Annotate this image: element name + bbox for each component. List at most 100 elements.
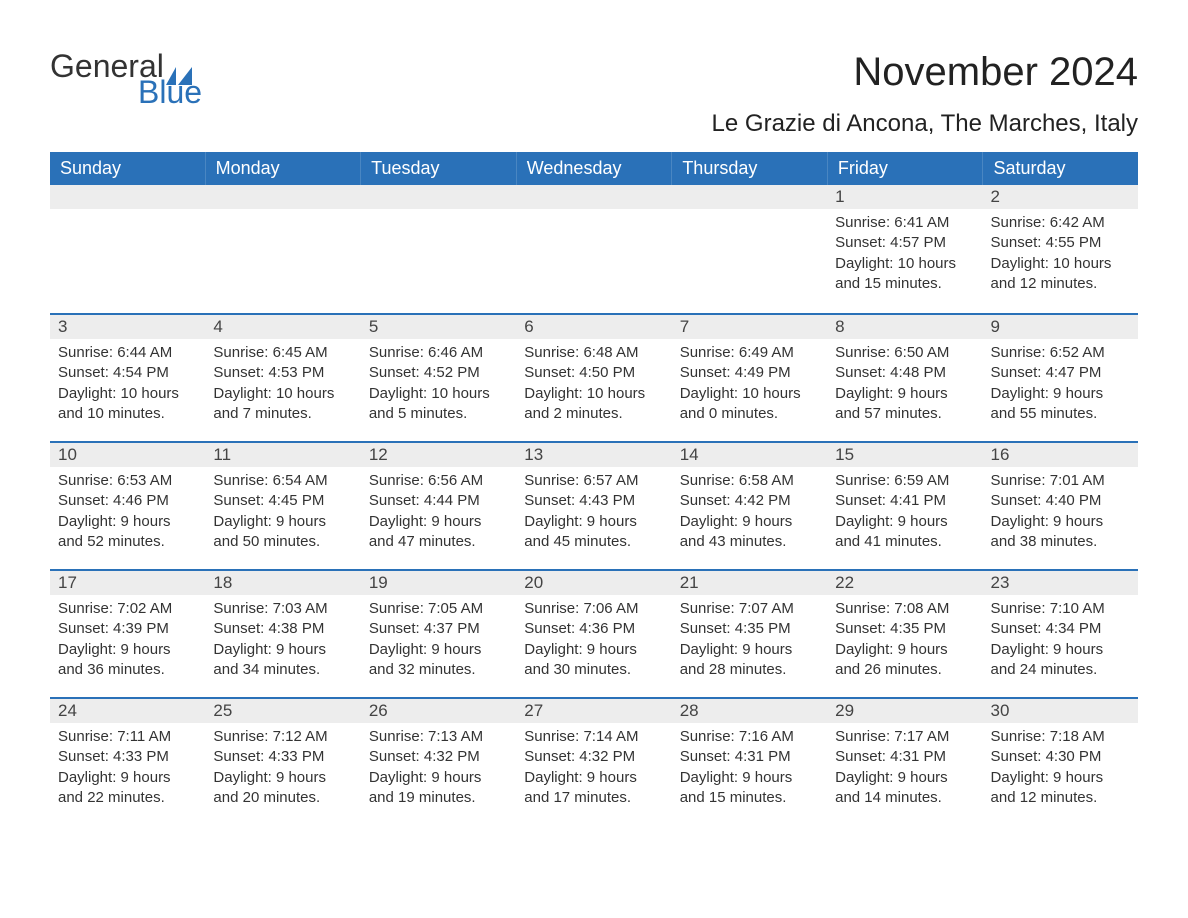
day-cell: 3Sunrise: 6:44 AMSunset: 4:54 PMDaylight…: [50, 315, 205, 441]
day-cell: 29Sunrise: 7:17 AMSunset: 4:31 PMDayligh…: [827, 699, 982, 825]
day-number: 18: [205, 571, 360, 595]
day-number: 21: [672, 571, 827, 595]
daylight-line-2: and 12 minutes.: [991, 274, 1130, 294]
sunrise-line: Sunrise: 7:08 AM: [835, 599, 974, 619]
sunset-line: Sunset: 4:32 PM: [524, 747, 663, 767]
sunrise-line: Sunrise: 6:41 AM: [835, 213, 974, 233]
day-number: 27: [516, 699, 671, 723]
sunrise-line: Sunrise: 7:10 AM: [991, 599, 1130, 619]
sunrise-line: Sunrise: 7:11 AM: [58, 727, 197, 747]
day-body: Sunrise: 7:14 AMSunset: 4:32 PMDaylight:…: [516, 723, 671, 814]
day-cell: 22Sunrise: 7:08 AMSunset: 4:35 PMDayligh…: [827, 571, 982, 697]
daylight-line-2: and 32 minutes.: [369, 660, 508, 680]
day-body: Sunrise: 7:11 AMSunset: 4:33 PMDaylight:…: [50, 723, 205, 814]
daylight-line-1: Daylight: 9 hours: [524, 640, 663, 660]
day-body: Sunrise: 6:44 AMSunset: 4:54 PMDaylight:…: [50, 339, 205, 430]
daylight-line-2: and 30 minutes.: [524, 660, 663, 680]
sunset-line: Sunset: 4:49 PM: [680, 363, 819, 383]
day-body: Sunrise: 7:01 AMSunset: 4:40 PMDaylight:…: [983, 467, 1138, 558]
sunset-line: Sunset: 4:41 PM: [835, 491, 974, 511]
day-number: 3: [50, 315, 205, 339]
sunrise-line: Sunrise: 6:44 AM: [58, 343, 197, 363]
day-body: Sunrise: 6:53 AMSunset: 4:46 PMDaylight:…: [50, 467, 205, 558]
sunset-line: Sunset: 4:43 PM: [524, 491, 663, 511]
weekday-header-row: Sunday Monday Tuesday Wednesday Thursday…: [50, 152, 1138, 185]
month-title: November 2024: [712, 50, 1138, 94]
day-number: 5: [361, 315, 516, 339]
day-cell: 21Sunrise: 7:07 AMSunset: 4:35 PMDayligh…: [672, 571, 827, 697]
daylight-line-1: Daylight: 10 hours: [58, 384, 197, 404]
day-body: Sunrise: 6:58 AMSunset: 4:42 PMDaylight:…: [672, 467, 827, 558]
sunset-line: Sunset: 4:37 PM: [369, 619, 508, 639]
sunset-line: Sunset: 4:44 PM: [369, 491, 508, 511]
daylight-line-1: Daylight: 9 hours: [524, 768, 663, 788]
day-cell: 16Sunrise: 7:01 AMSunset: 4:40 PMDayligh…: [983, 443, 1138, 569]
weekday-header: Tuesday: [361, 152, 517, 185]
sunrise-line: Sunrise: 7:03 AM: [213, 599, 352, 619]
logo: General Blue: [50, 50, 202, 108]
day-number: 30: [983, 699, 1138, 723]
weekday-header: Wednesday: [517, 152, 673, 185]
sunset-line: Sunset: 4:35 PM: [680, 619, 819, 639]
empty-day-header: [516, 185, 671, 209]
day-cell: 11Sunrise: 6:54 AMSunset: 4:45 PMDayligh…: [205, 443, 360, 569]
daylight-line-1: Daylight: 9 hours: [213, 640, 352, 660]
day-cell: 25Sunrise: 7:12 AMSunset: 4:33 PMDayligh…: [205, 699, 360, 825]
day-number: 16: [983, 443, 1138, 467]
sunrise-line: Sunrise: 7:01 AM: [991, 471, 1130, 491]
daylight-line-1: Daylight: 9 hours: [991, 384, 1130, 404]
day-cell: 18Sunrise: 7:03 AMSunset: 4:38 PMDayligh…: [205, 571, 360, 697]
daylight-line-1: Daylight: 9 hours: [680, 768, 819, 788]
day-body: Sunrise: 6:50 AMSunset: 4:48 PMDaylight:…: [827, 339, 982, 430]
day-body: Sunrise: 7:03 AMSunset: 4:38 PMDaylight:…: [205, 595, 360, 686]
day-body: Sunrise: 6:52 AMSunset: 4:47 PMDaylight:…: [983, 339, 1138, 430]
daylight-line-1: Daylight: 9 hours: [58, 768, 197, 788]
day-cell: 23Sunrise: 7:10 AMSunset: 4:34 PMDayligh…: [983, 571, 1138, 697]
day-cell: 7Sunrise: 6:49 AMSunset: 4:49 PMDaylight…: [672, 315, 827, 441]
sunrise-line: Sunrise: 7:13 AM: [369, 727, 508, 747]
sunrise-line: Sunrise: 7:02 AM: [58, 599, 197, 619]
daylight-line-2: and 55 minutes.: [991, 404, 1130, 424]
day-number: 24: [50, 699, 205, 723]
sunset-line: Sunset: 4:54 PM: [58, 363, 197, 383]
daylight-line-2: and 19 minutes.: [369, 788, 508, 808]
weekday-header: Monday: [206, 152, 362, 185]
week-row: 10Sunrise: 6:53 AMSunset: 4:46 PMDayligh…: [50, 441, 1138, 569]
day-cell: 2Sunrise: 6:42 AMSunset: 4:55 PMDaylight…: [983, 185, 1138, 313]
daylight-line-2: and 17 minutes.: [524, 788, 663, 808]
day-body: Sunrise: 7:13 AMSunset: 4:32 PMDaylight:…: [361, 723, 516, 814]
sunrise-line: Sunrise: 7:06 AM: [524, 599, 663, 619]
daylight-line-2: and 38 minutes.: [991, 532, 1130, 552]
sunrise-line: Sunrise: 6:50 AM: [835, 343, 974, 363]
daylight-line-2: and 57 minutes.: [835, 404, 974, 424]
daylight-line-1: Daylight: 9 hours: [213, 512, 352, 532]
location: Le Grazie di Ancona, The Marches, Italy: [712, 110, 1138, 138]
calendar: Sunday Monday Tuesday Wednesday Thursday…: [50, 152, 1138, 825]
daylight-line-1: Daylight: 9 hours: [991, 512, 1130, 532]
empty-day-header: [672, 185, 827, 209]
daylight-line-2: and 41 minutes.: [835, 532, 974, 552]
sunrise-line: Sunrise: 7:05 AM: [369, 599, 508, 619]
day-number: 12: [361, 443, 516, 467]
sunset-line: Sunset: 4:36 PM: [524, 619, 663, 639]
weekday-header: Sunday: [50, 152, 206, 185]
day-cell: 24Sunrise: 7:11 AMSunset: 4:33 PMDayligh…: [50, 699, 205, 825]
day-number: 10: [50, 443, 205, 467]
day-cell: [361, 185, 516, 313]
day-cell: 15Sunrise: 6:59 AMSunset: 4:41 PMDayligh…: [827, 443, 982, 569]
daylight-line-1: Daylight: 9 hours: [58, 512, 197, 532]
day-number: 6: [516, 315, 671, 339]
daylight-line-1: Daylight: 9 hours: [835, 640, 974, 660]
daylight-line-2: and 12 minutes.: [991, 788, 1130, 808]
sunset-line: Sunset: 4:35 PM: [835, 619, 974, 639]
day-cell: [50, 185, 205, 313]
day-number: 13: [516, 443, 671, 467]
day-cell: 26Sunrise: 7:13 AMSunset: 4:32 PMDayligh…: [361, 699, 516, 825]
day-body: Sunrise: 7:10 AMSunset: 4:34 PMDaylight:…: [983, 595, 1138, 686]
sunrise-line: Sunrise: 6:48 AM: [524, 343, 663, 363]
daylight-line-2: and 0 minutes.: [680, 404, 819, 424]
day-number: 4: [205, 315, 360, 339]
daylight-line-1: Daylight: 10 hours: [991, 254, 1130, 274]
sunset-line: Sunset: 4:46 PM: [58, 491, 197, 511]
sunrise-line: Sunrise: 7:14 AM: [524, 727, 663, 747]
